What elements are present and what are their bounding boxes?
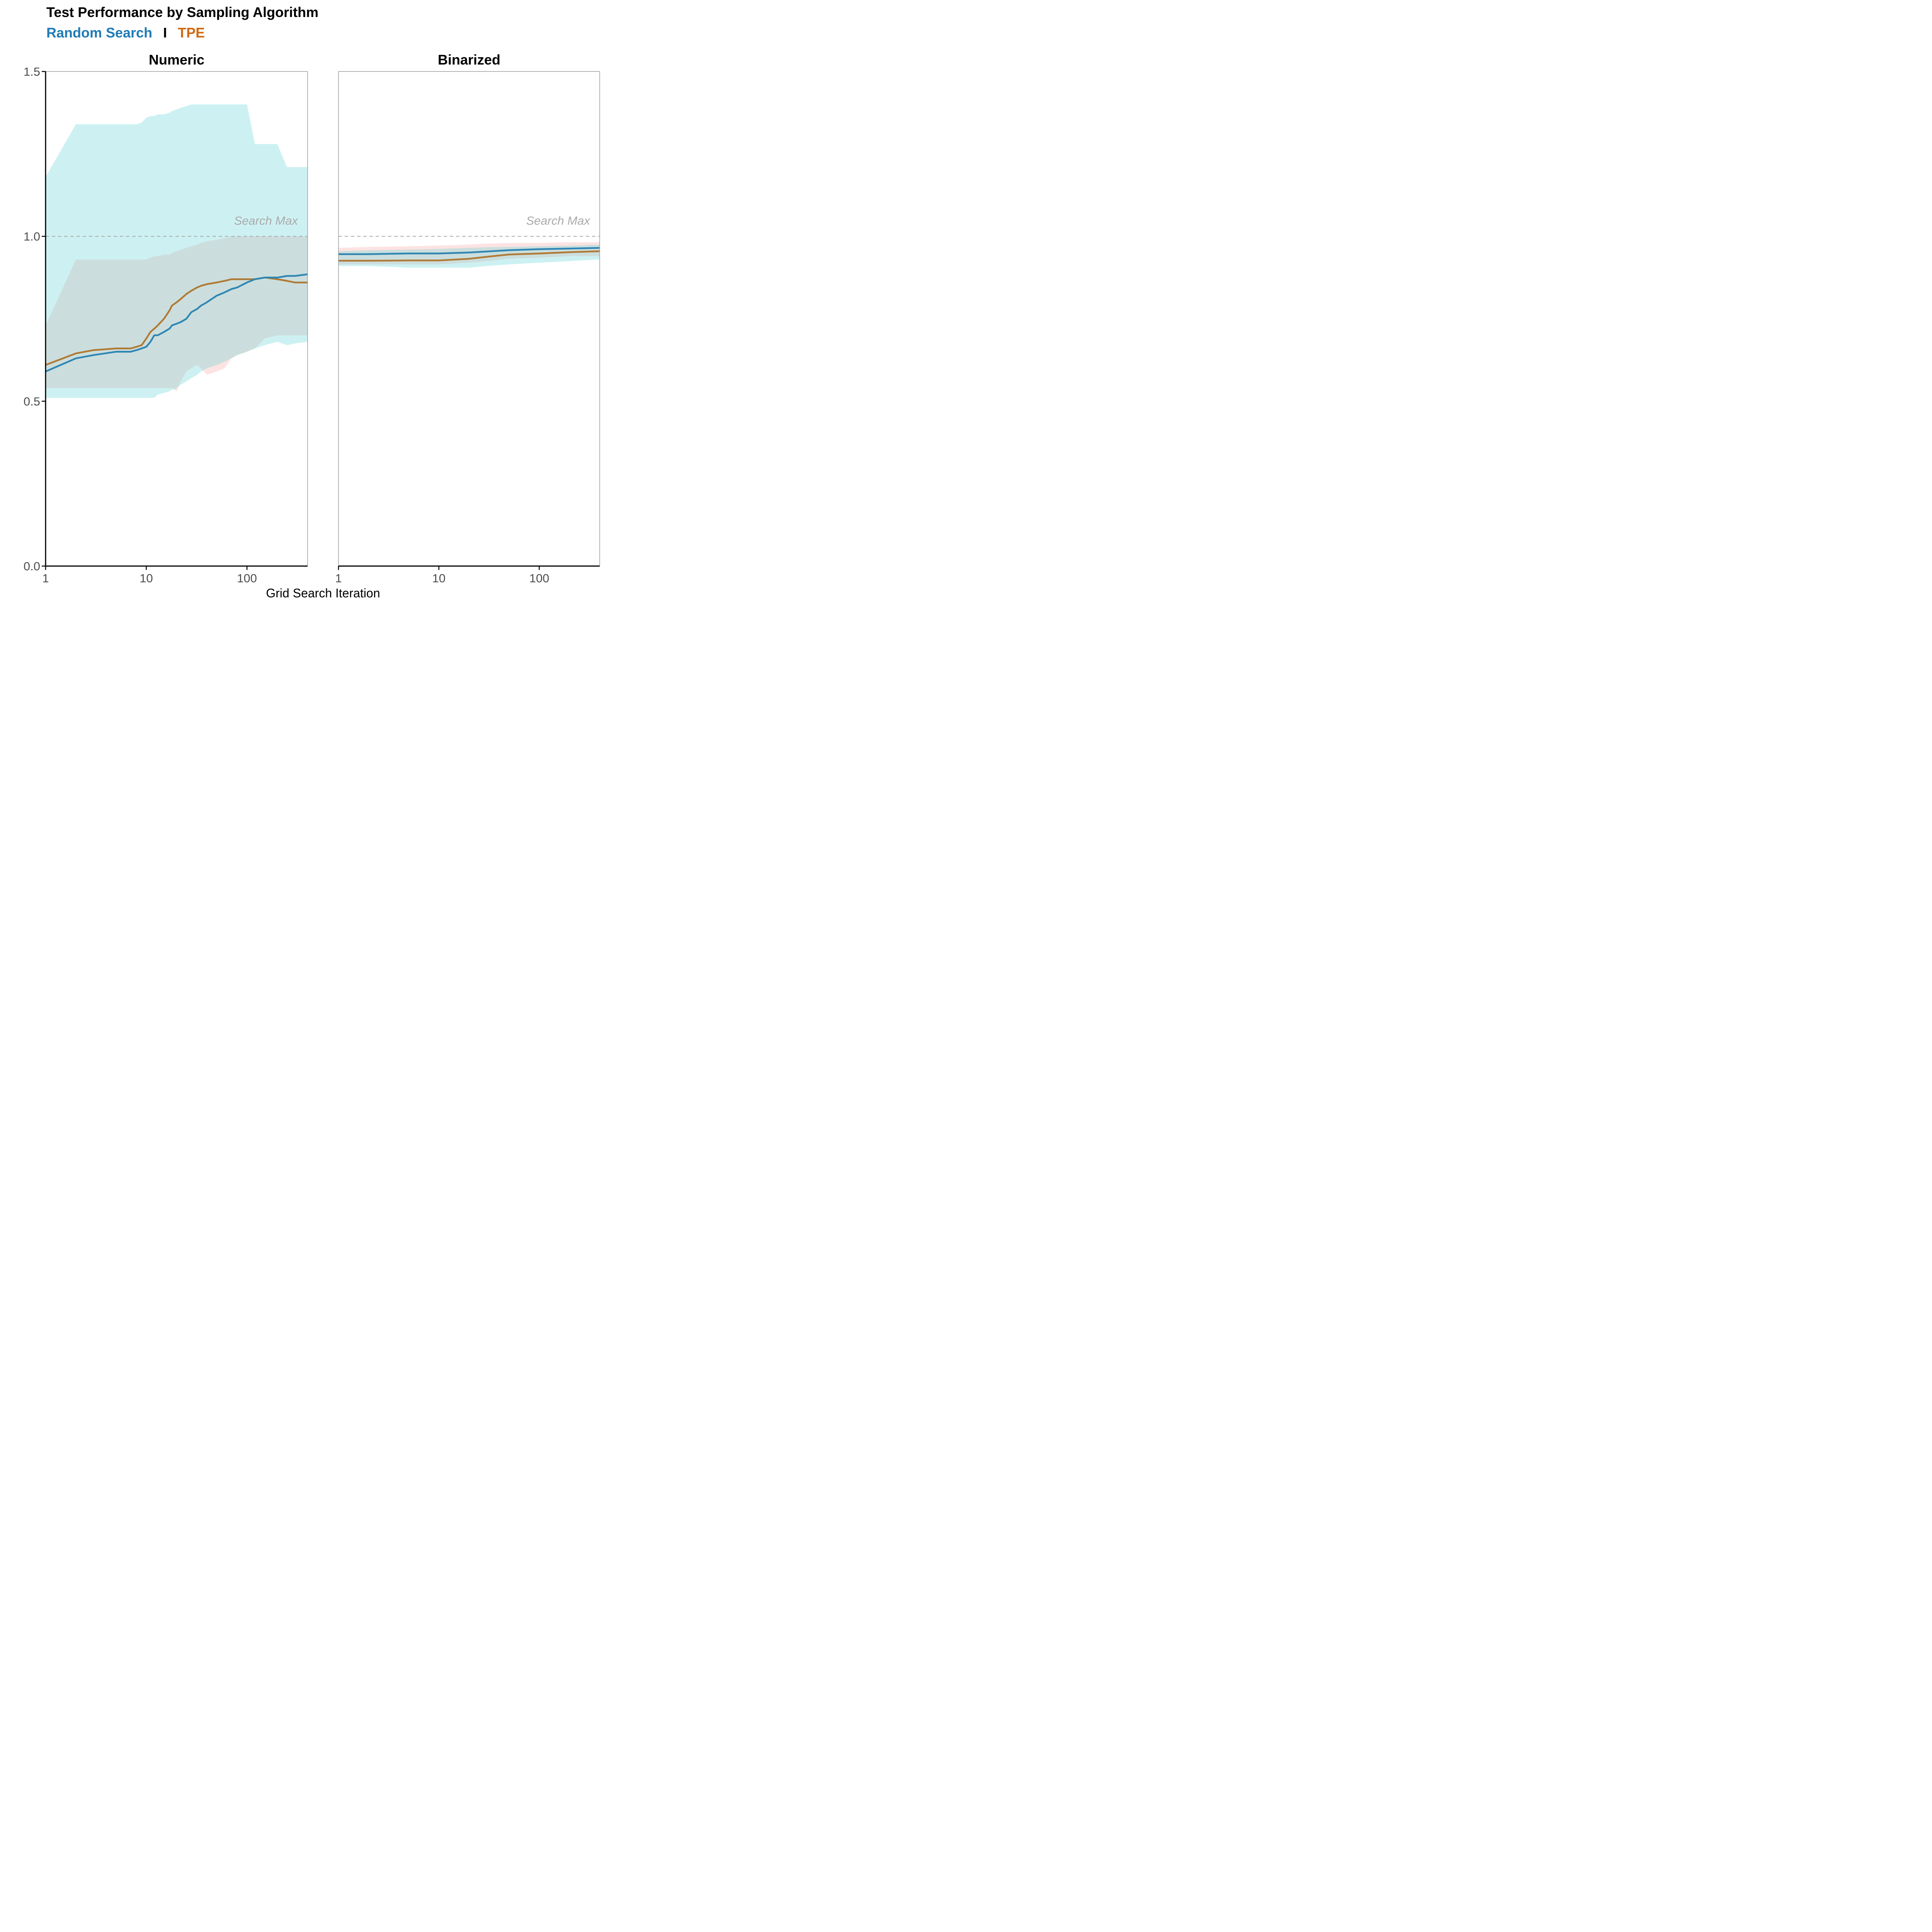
line-random-search-numeric (46, 273, 308, 372)
x-tick-label-binarized: 100 (529, 571, 549, 585)
line-random-search-binarized (338, 247, 600, 255)
line-tpe-binarized (338, 250, 600, 262)
subtitle-separator: I (163, 25, 167, 41)
x-axis-label: Grid Search Iteration (266, 586, 380, 600)
subtitle-tpe: TPE (178, 25, 205, 41)
x-tick-label-numeric: 10 (139, 571, 153, 585)
plot-area-numeric (46, 104, 308, 398)
x-tick-label-numeric: 100 (237, 571, 257, 585)
band-overlap-numeric (46, 236, 308, 391)
panels: Numeric Search Max 1 10 100 0.0 0.5 1.0 1.5 Binar… (24, 52, 600, 585)
chart-subtitle: Random Search I TPE (46, 25, 205, 41)
y-tick-label: 0.5 (24, 395, 40, 408)
panel-title-numeric: Numeric (149, 52, 204, 68)
panel-title-binarized: Binarized (438, 52, 500, 68)
chart-figure: Test Performance by Sampling Algorithm R… (24, 4, 600, 600)
x-tick-label-binarized: 10 (432, 571, 446, 585)
panel-binarized: Binarized Search Max 1 10 100 (335, 52, 600, 585)
x-tick-label-binarized: 1 (335, 571, 342, 585)
plot-area-binarized (338, 242, 600, 268)
chart-title: Test Performance by Sampling Algorithm (46, 4, 318, 20)
x-tick-label-numeric: 1 (42, 571, 49, 585)
y-tick-label: 1.5 (24, 65, 40, 78)
panel-numeric: Numeric Search Max 1 10 100 0.0 0.5 1.0 1.5 (24, 52, 308, 585)
y-tick-label: 0.0 (24, 560, 40, 573)
reference-label-numeric: Search Max (234, 214, 299, 228)
y-tick-label: 1.0 (24, 230, 40, 243)
subtitle-random-search: Random Search (46, 25, 152, 41)
reference-label-binarized: Search Max (526, 214, 591, 228)
